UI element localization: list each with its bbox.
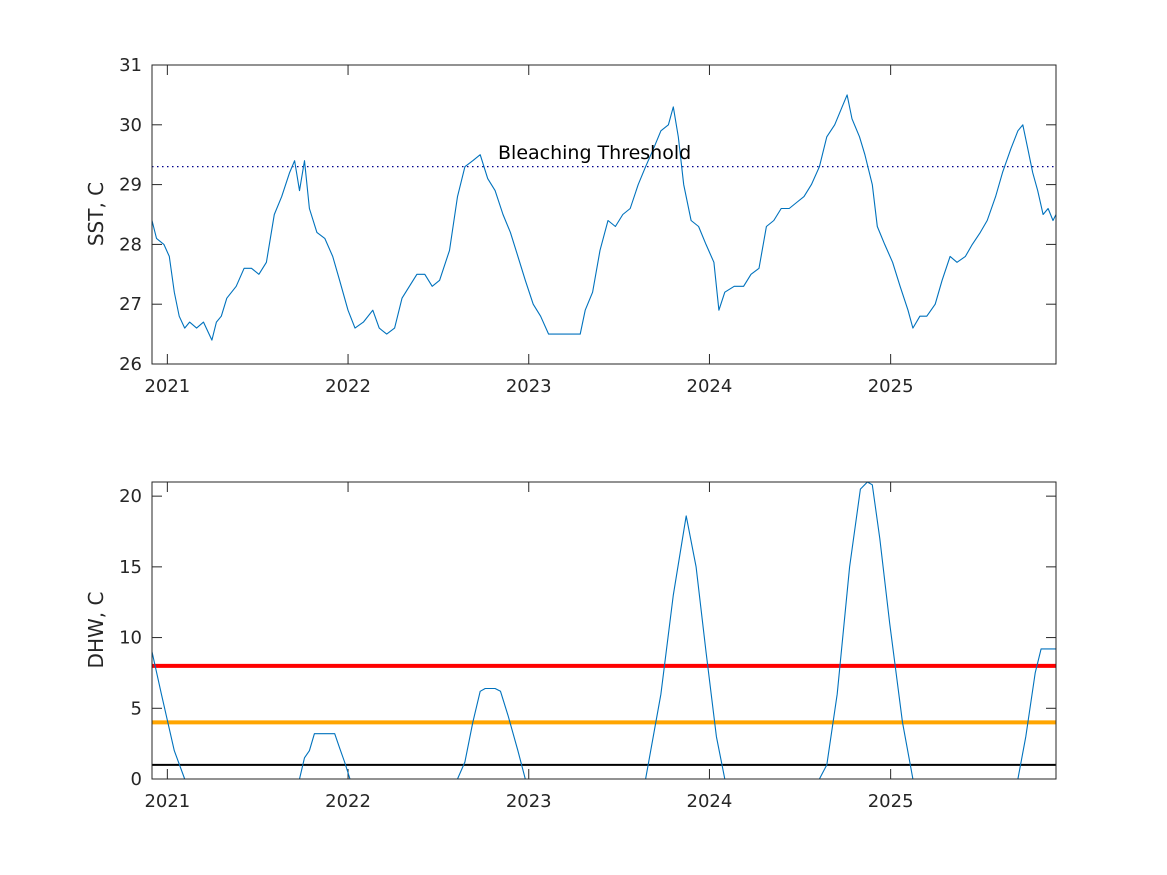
sst-series-line-0 — [151, 94, 1057, 341]
dhw-y-tick-label: 15 — [119, 557, 142, 578]
dhw-panel: DHW, C 0 5 10 15 20 2021 2022 2023 2024 2025 — [84, 481, 1057, 812]
sst-x-tick-label: 2024 — [687, 376, 733, 397]
sst-axes-box — [151, 64, 1057, 365]
dhw-x-tick-label: 2021 — [144, 791, 190, 812]
dhw-ticks: 0 5 10 15 20 2021 2022 2023 2024 2025 — [119, 482, 1056, 812]
dhw-y-tick-label: 10 — [119, 628, 142, 649]
sst-y-tick-label: 30 — [119, 115, 142, 136]
sst-x-tick-label: 2023 — [506, 376, 552, 397]
sst-y-tick-label: 29 — [119, 175, 142, 196]
sst-series — [151, 94, 1057, 341]
dhw-y-tick-label: 20 — [119, 486, 142, 507]
sst-y-axis-label: SST, C — [84, 182, 108, 246]
dhw-x-tick-label: 2022 — [325, 791, 371, 812]
sst-x-tick-label: 2021 — [144, 376, 190, 397]
dhw-x-tick-label: 2024 — [687, 791, 733, 812]
dhw-series — [151, 481, 1056, 780]
sst-axes-frame — [151, 64, 1057, 365]
dhw-x-tick-label: 2023 — [506, 791, 552, 812]
sst-x-tick-label: 2025 — [868, 376, 914, 397]
sst-x-tick-label: 2022 — [325, 376, 371, 397]
sst-y-tick-label: 28 — [119, 234, 142, 255]
dhw-x-tick-label: 2025 — [868, 791, 914, 812]
sst-y-tick-label: 31 — [119, 55, 142, 76]
sst-y-tick-label: 27 — [119, 294, 142, 315]
dhw-series-line-0 — [151, 481, 1056, 780]
dhw-axes-box — [151, 481, 1057, 780]
dhw-y-tick-label: 5 — [131, 698, 142, 719]
dhw-axes-frame — [151, 481, 1057, 780]
bleaching-threshold-label: Bleaching Threshold — [498, 142, 691, 164]
dhw-y-tick-label: 0 — [131, 769, 142, 790]
dhw-y-axis-label: DHW, C — [84, 592, 108, 669]
sst-y-tick-label: 26 — [119, 354, 142, 375]
